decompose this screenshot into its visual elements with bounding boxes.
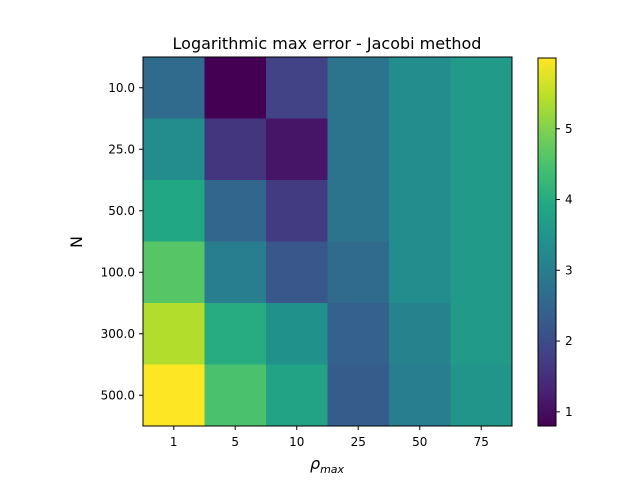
heatmap-cell xyxy=(389,180,451,242)
heatmap-cell xyxy=(266,180,328,242)
y-tick-label: 100.0 xyxy=(101,265,135,279)
heatmap-cell xyxy=(389,241,451,304)
y-axis: 10.0 25.0 50.0 100.0 300.0 500.0 xyxy=(101,81,143,402)
heatmap-cell xyxy=(266,241,328,304)
heatmap-cell xyxy=(143,241,205,304)
heatmap-cell xyxy=(266,118,328,181)
heatmap-cell xyxy=(143,118,205,181)
y-tick-label: 50.0 xyxy=(108,204,135,218)
colorbar xyxy=(537,57,557,427)
heatmap-cell xyxy=(143,57,205,119)
colorbar-tick-label: 2 xyxy=(565,334,573,348)
plot-frame xyxy=(142,56,513,427)
heatmap-cell xyxy=(389,303,451,365)
heatmap-cell xyxy=(143,180,205,242)
x-tick-label: 75 xyxy=(474,435,489,449)
x-tick-label: 25 xyxy=(351,435,366,449)
heatmap-cell xyxy=(204,57,267,119)
heatmap-cell xyxy=(450,57,513,119)
colorbar-tick-label: 3 xyxy=(565,263,573,277)
x-tick-label: 50 xyxy=(412,435,427,449)
y-tick-label: 300.0 xyxy=(101,327,135,341)
heatmap-cell xyxy=(327,118,390,181)
heatmap-cell xyxy=(389,118,451,181)
heatmap-cell xyxy=(389,364,451,427)
heatmap-cell xyxy=(266,57,328,119)
colorbar-tick-label: 5 xyxy=(565,122,573,136)
heatmap-cell xyxy=(204,118,267,181)
heatmap-cell xyxy=(327,180,390,242)
x-tick-label: 1 xyxy=(170,435,178,449)
heatmap-cell xyxy=(266,303,328,365)
heatmap-cell xyxy=(450,180,513,242)
heatmap-cell xyxy=(204,303,267,365)
heatmap-cell xyxy=(450,241,513,304)
heatmap-cell xyxy=(327,303,390,365)
heatmap-cell xyxy=(450,303,513,365)
heatmap-cell xyxy=(450,118,513,181)
y-tick-label: 25.0 xyxy=(108,142,135,156)
heatmap-cells xyxy=(143,57,513,427)
heatmap-cell xyxy=(143,303,205,365)
colorbar-tick-label: 4 xyxy=(565,193,573,207)
colorbar-tick-label: 1 xyxy=(565,405,573,419)
x-axis-label-base: ρ xyxy=(310,454,320,473)
heatmap-cell xyxy=(266,364,328,427)
x-axis-label: ρmax xyxy=(310,454,345,476)
heatmap-cell xyxy=(327,364,390,427)
y-tick-label: 10.0 xyxy=(108,81,135,95)
heatmap-cell xyxy=(204,364,267,427)
heatmap-cell xyxy=(327,241,390,304)
x-axis: 1 5 10 25 50 75 xyxy=(170,426,489,449)
chart-title: Logarithmic max error - Jacobi method xyxy=(173,34,482,53)
heatmap-cell xyxy=(204,241,267,304)
x-tick-label: 5 xyxy=(231,435,239,449)
heatmap-cell xyxy=(204,180,267,242)
heatmap-cell xyxy=(450,364,513,427)
y-tick-label: 500.0 xyxy=(101,388,135,402)
y-axis-label: N xyxy=(67,236,86,248)
colorbar-ticks: 1 2 3 4 5 xyxy=(556,122,573,419)
x-axis-label-subscript: max xyxy=(320,463,344,476)
x-tick-label: 10 xyxy=(289,435,304,449)
heatmap-cell xyxy=(143,364,205,427)
heatmap-cell xyxy=(327,57,390,119)
heatmap-cell xyxy=(389,57,451,119)
